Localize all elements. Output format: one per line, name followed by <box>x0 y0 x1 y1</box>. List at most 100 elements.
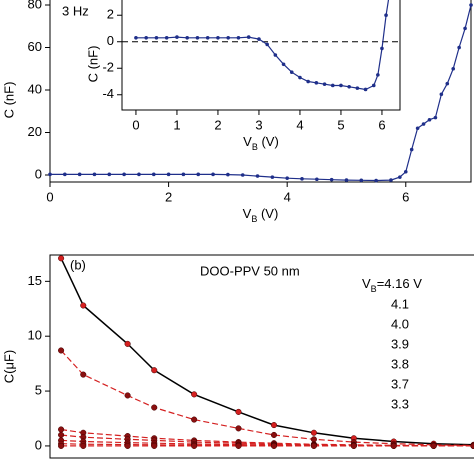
data-point <box>469 3 473 7</box>
data-point <box>80 371 87 378</box>
data-point <box>457 45 461 50</box>
data-point <box>235 442 242 449</box>
data-point <box>92 172 97 177</box>
data-point <box>164 35 169 40</box>
data-point <box>235 408 242 415</box>
legend-entry: 3.3 <box>391 396 409 411</box>
data-point <box>151 172 156 177</box>
data-point <box>463 26 467 31</box>
data-point <box>347 85 351 89</box>
data-point <box>58 347 65 354</box>
data-line <box>61 428 474 447</box>
data-point <box>430 442 437 449</box>
x-tick-label: 6 <box>402 189 409 204</box>
data-point <box>445 81 450 86</box>
data-point <box>376 73 380 77</box>
data-point <box>151 367 158 374</box>
data-point <box>246 35 251 39</box>
data-point <box>310 429 317 436</box>
data-line <box>60 257 474 446</box>
data-point <box>181 172 186 177</box>
legend-entry-part: B <box>371 284 377 294</box>
x-tick-label: 0 <box>132 117 139 132</box>
y-axis-label: C(μF) <box>1 350 16 383</box>
data-point <box>80 302 87 309</box>
data-point <box>427 117 432 122</box>
data-point <box>439 92 444 97</box>
data-point <box>403 170 408 174</box>
data-point <box>195 35 200 40</box>
data-point <box>124 442 131 449</box>
y-tick-label: 20 <box>28 124 42 139</box>
panel-label: (b) <box>70 257 86 272</box>
y-tick-label: 0 <box>35 166 42 181</box>
data-point <box>285 176 289 180</box>
x-axis-label-part: (V) <box>258 134 279 149</box>
data-point <box>134 35 138 40</box>
data-line <box>61 443 474 447</box>
data-point <box>270 442 278 449</box>
plot-frame <box>49 254 474 459</box>
data-point <box>314 81 319 85</box>
data-point <box>384 13 388 18</box>
data-point <box>80 442 87 449</box>
data-point <box>374 178 378 183</box>
data-point <box>226 172 230 177</box>
x-tick-label: 1 <box>173 117 180 132</box>
x-tick-label: 0 <box>46 189 53 204</box>
data-point <box>205 35 210 40</box>
legend-entry-part: V <box>362 276 371 291</box>
data-point <box>339 83 343 88</box>
data-point <box>124 340 131 347</box>
x-axis-label-part: B <box>251 214 257 224</box>
data-point <box>166 172 171 177</box>
y-tick-label: 40 <box>28 81 42 96</box>
data-point <box>281 62 286 67</box>
y-tick-label: -4 <box>102 86 114 101</box>
y-tick-label: 10 <box>28 328 42 343</box>
y-tick-label: 15 <box>28 273 42 288</box>
data-point <box>330 83 335 88</box>
data-point <box>350 442 357 449</box>
data-point <box>310 442 317 449</box>
x-axis-label-part: (V) <box>257 206 278 221</box>
y-axis-label: C (nF) <box>85 46 100 83</box>
data-point <box>58 431 65 439</box>
legend-entry: 3.8 <box>391 356 409 371</box>
x-axis-label-part: B <box>252 142 258 152</box>
legend-entry-part: =4.16 V <box>377 276 423 291</box>
plot-frame <box>121 0 401 111</box>
data-point <box>433 115 438 120</box>
legend-entry: 3.9 <box>391 336 409 351</box>
data-point <box>154 35 159 40</box>
data-point <box>211 172 215 177</box>
data-point <box>322 82 327 86</box>
data-point <box>390 442 397 449</box>
data-point <box>409 147 414 152</box>
annotation: 3 Hz <box>62 3 89 18</box>
y-tick-label: 60 <box>28 39 42 54</box>
x-tick-label: 2 <box>214 117 221 132</box>
data-line <box>60 350 474 446</box>
data-line <box>61 434 474 447</box>
data-point <box>58 442 65 449</box>
y-tick-label: -2 <box>102 60 114 75</box>
x-axis-label-part: V <box>243 206 252 221</box>
x-tick-label: 4 <box>296 117 303 132</box>
data-point <box>226 35 230 40</box>
y-tick-label: 2 <box>107 7 114 22</box>
x-tick-label: 6 <box>378 117 385 132</box>
data-point <box>185 35 189 40</box>
data-point <box>344 178 349 182</box>
data-point <box>315 177 319 182</box>
data-point <box>144 35 148 40</box>
y-tick-label: 80 <box>28 0 42 11</box>
x-axis-label: VB (V) <box>243 206 279 224</box>
data-point <box>415 126 420 131</box>
data-point <box>236 35 241 40</box>
y-axis-label: C (nF) <box>1 82 16 119</box>
data-point <box>63 172 67 177</box>
data-point <box>257 37 261 41</box>
data-point <box>270 422 278 429</box>
